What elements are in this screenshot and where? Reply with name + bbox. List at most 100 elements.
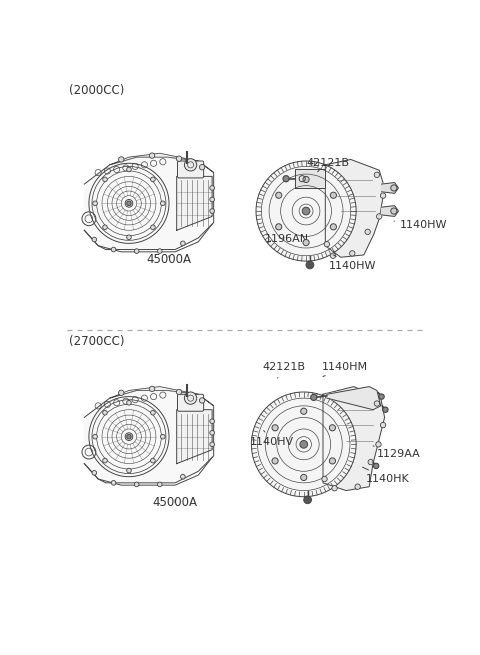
Polygon shape bbox=[295, 169, 325, 188]
Circle shape bbox=[127, 167, 131, 172]
Text: 45000A: 45000A bbox=[146, 253, 192, 267]
Circle shape bbox=[276, 192, 282, 198]
Circle shape bbox=[379, 394, 384, 400]
Circle shape bbox=[199, 164, 205, 170]
Circle shape bbox=[92, 470, 96, 475]
Text: 1140HW: 1140HW bbox=[328, 255, 376, 271]
Polygon shape bbox=[110, 153, 214, 172]
Circle shape bbox=[149, 386, 155, 392]
Circle shape bbox=[149, 153, 155, 159]
Circle shape bbox=[383, 407, 388, 413]
Circle shape bbox=[373, 463, 379, 468]
Circle shape bbox=[332, 485, 337, 491]
Circle shape bbox=[380, 193, 386, 198]
Circle shape bbox=[391, 185, 397, 191]
Circle shape bbox=[330, 224, 336, 230]
Polygon shape bbox=[177, 409, 212, 464]
Circle shape bbox=[134, 482, 139, 487]
Circle shape bbox=[303, 176, 309, 183]
Circle shape bbox=[322, 476, 327, 481]
Circle shape bbox=[151, 177, 155, 181]
Circle shape bbox=[300, 408, 307, 415]
FancyBboxPatch shape bbox=[178, 161, 204, 178]
Circle shape bbox=[252, 392, 356, 496]
Polygon shape bbox=[177, 176, 212, 231]
Circle shape bbox=[119, 390, 124, 396]
Circle shape bbox=[103, 225, 108, 230]
Circle shape bbox=[103, 177, 108, 181]
Polygon shape bbox=[110, 386, 214, 406]
Circle shape bbox=[329, 458, 336, 464]
Circle shape bbox=[127, 235, 131, 240]
Circle shape bbox=[210, 209, 215, 214]
Circle shape bbox=[103, 458, 108, 463]
Circle shape bbox=[330, 192, 336, 198]
Text: 1196AN: 1196AN bbox=[265, 234, 310, 244]
Circle shape bbox=[180, 241, 185, 246]
Circle shape bbox=[311, 394, 317, 400]
Circle shape bbox=[365, 229, 371, 234]
Circle shape bbox=[276, 224, 282, 230]
Polygon shape bbox=[84, 390, 214, 483]
Circle shape bbox=[210, 197, 215, 202]
Circle shape bbox=[127, 468, 131, 473]
Circle shape bbox=[93, 201, 97, 206]
Circle shape bbox=[329, 424, 336, 431]
Polygon shape bbox=[323, 386, 384, 491]
Circle shape bbox=[184, 159, 197, 171]
Text: 1140HV: 1140HV bbox=[250, 430, 294, 447]
Circle shape bbox=[374, 172, 380, 178]
Circle shape bbox=[176, 156, 182, 161]
Circle shape bbox=[127, 400, 131, 405]
Circle shape bbox=[300, 441, 308, 448]
Circle shape bbox=[180, 474, 185, 479]
Circle shape bbox=[391, 208, 397, 214]
Circle shape bbox=[92, 237, 96, 242]
Circle shape bbox=[199, 398, 205, 403]
Circle shape bbox=[210, 185, 215, 190]
Circle shape bbox=[111, 481, 116, 485]
Circle shape bbox=[349, 251, 355, 256]
Circle shape bbox=[210, 419, 215, 424]
Circle shape bbox=[151, 225, 155, 230]
Circle shape bbox=[210, 442, 215, 447]
Circle shape bbox=[151, 411, 155, 415]
Circle shape bbox=[160, 434, 165, 439]
Circle shape bbox=[157, 482, 162, 487]
Circle shape bbox=[300, 474, 307, 481]
Circle shape bbox=[157, 249, 162, 253]
Text: (2000CC): (2000CC) bbox=[69, 84, 124, 97]
Polygon shape bbox=[382, 183, 398, 193]
Circle shape bbox=[283, 176, 289, 182]
Polygon shape bbox=[325, 159, 384, 257]
Circle shape bbox=[111, 247, 116, 252]
Circle shape bbox=[151, 458, 155, 463]
Text: 45000A: 45000A bbox=[153, 496, 198, 509]
Circle shape bbox=[374, 401, 380, 406]
Text: 1140HK: 1140HK bbox=[362, 467, 409, 484]
Circle shape bbox=[324, 242, 330, 247]
Polygon shape bbox=[327, 386, 381, 409]
Circle shape bbox=[119, 157, 124, 162]
Circle shape bbox=[272, 424, 278, 431]
Circle shape bbox=[184, 392, 197, 404]
Circle shape bbox=[303, 240, 309, 246]
Polygon shape bbox=[84, 157, 214, 250]
Circle shape bbox=[302, 207, 310, 215]
Circle shape bbox=[176, 389, 182, 395]
Circle shape bbox=[256, 161, 356, 261]
FancyBboxPatch shape bbox=[178, 394, 204, 411]
Circle shape bbox=[210, 430, 215, 435]
Text: 1140HM: 1140HM bbox=[322, 362, 368, 377]
Circle shape bbox=[93, 434, 97, 439]
Text: 42121B: 42121B bbox=[262, 362, 305, 378]
Circle shape bbox=[134, 249, 139, 253]
Text: 1129AA: 1129AA bbox=[373, 446, 420, 458]
Text: (2700CC): (2700CC) bbox=[69, 335, 124, 348]
Circle shape bbox=[376, 441, 381, 447]
Circle shape bbox=[330, 253, 336, 258]
Circle shape bbox=[103, 411, 108, 415]
Circle shape bbox=[355, 484, 360, 489]
Circle shape bbox=[272, 458, 278, 464]
Circle shape bbox=[127, 201, 131, 206]
